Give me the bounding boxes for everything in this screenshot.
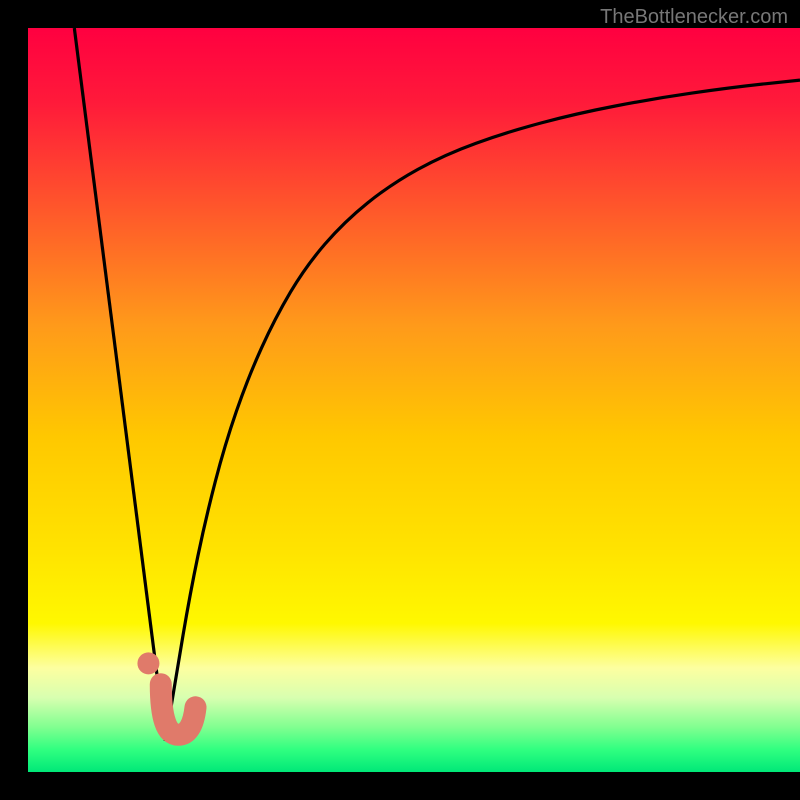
chart-root: TheBottlenecker.com — [0, 0, 800, 800]
marker-dot — [137, 652, 159, 674]
watermark-text: TheBottlenecker.com — [600, 6, 788, 29]
plot-svg — [0, 0, 800, 800]
